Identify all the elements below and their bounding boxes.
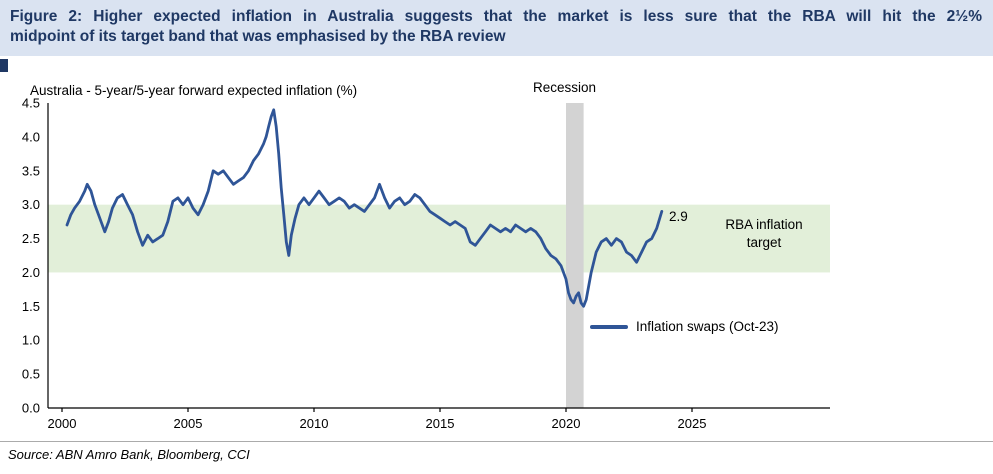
svg-text:2020: 2020 bbox=[552, 416, 581, 431]
chart-subtitle: Australia - 5-year/5-year forward expect… bbox=[30, 83, 358, 98]
svg-text:2000: 2000 bbox=[48, 416, 77, 431]
accent-mark bbox=[0, 59, 8, 72]
svg-text:2025: 2025 bbox=[678, 416, 707, 431]
svg-text:4.0: 4.0 bbox=[22, 129, 40, 144]
last-value-label: 2.9 bbox=[669, 209, 688, 224]
legend: Inflation swaps (Oct-23) bbox=[590, 319, 779, 334]
target-band-label: RBA inflation target bbox=[725, 217, 803, 251]
legend-label: Inflation swaps (Oct-23) bbox=[636, 319, 779, 334]
source-note: Source: ABN Amro Bank, Bloomberg, CCI bbox=[0, 441, 993, 462]
figure-title-banner: Figure 2: Higher expected inflation in A… bbox=[0, 0, 993, 56]
legend-line-marker bbox=[590, 324, 628, 329]
svg-text:2010: 2010 bbox=[300, 416, 329, 431]
svg-text:3.0: 3.0 bbox=[22, 197, 40, 212]
figure-title-line2: midpoint of its target band that was emp… bbox=[10, 28, 506, 46]
svg-text:0.5: 0.5 bbox=[22, 367, 40, 382]
figure-title-line1: Figure 2: Higher expected inflation in A… bbox=[10, 8, 982, 25]
svg-text:2.5: 2.5 bbox=[22, 231, 40, 246]
svg-text:0.0: 0.0 bbox=[22, 401, 40, 416]
svg-text:1.0: 1.0 bbox=[22, 333, 40, 348]
svg-text:2015: 2015 bbox=[426, 416, 455, 431]
svg-text:2.0: 2.0 bbox=[22, 265, 40, 280]
svg-text:4.5: 4.5 bbox=[22, 96, 40, 111]
svg-text:1.5: 1.5 bbox=[22, 299, 40, 314]
svg-text:3.5: 3.5 bbox=[22, 163, 40, 178]
svg-text:2005: 2005 bbox=[174, 416, 203, 431]
recession-label: Recession bbox=[533, 80, 597, 95]
